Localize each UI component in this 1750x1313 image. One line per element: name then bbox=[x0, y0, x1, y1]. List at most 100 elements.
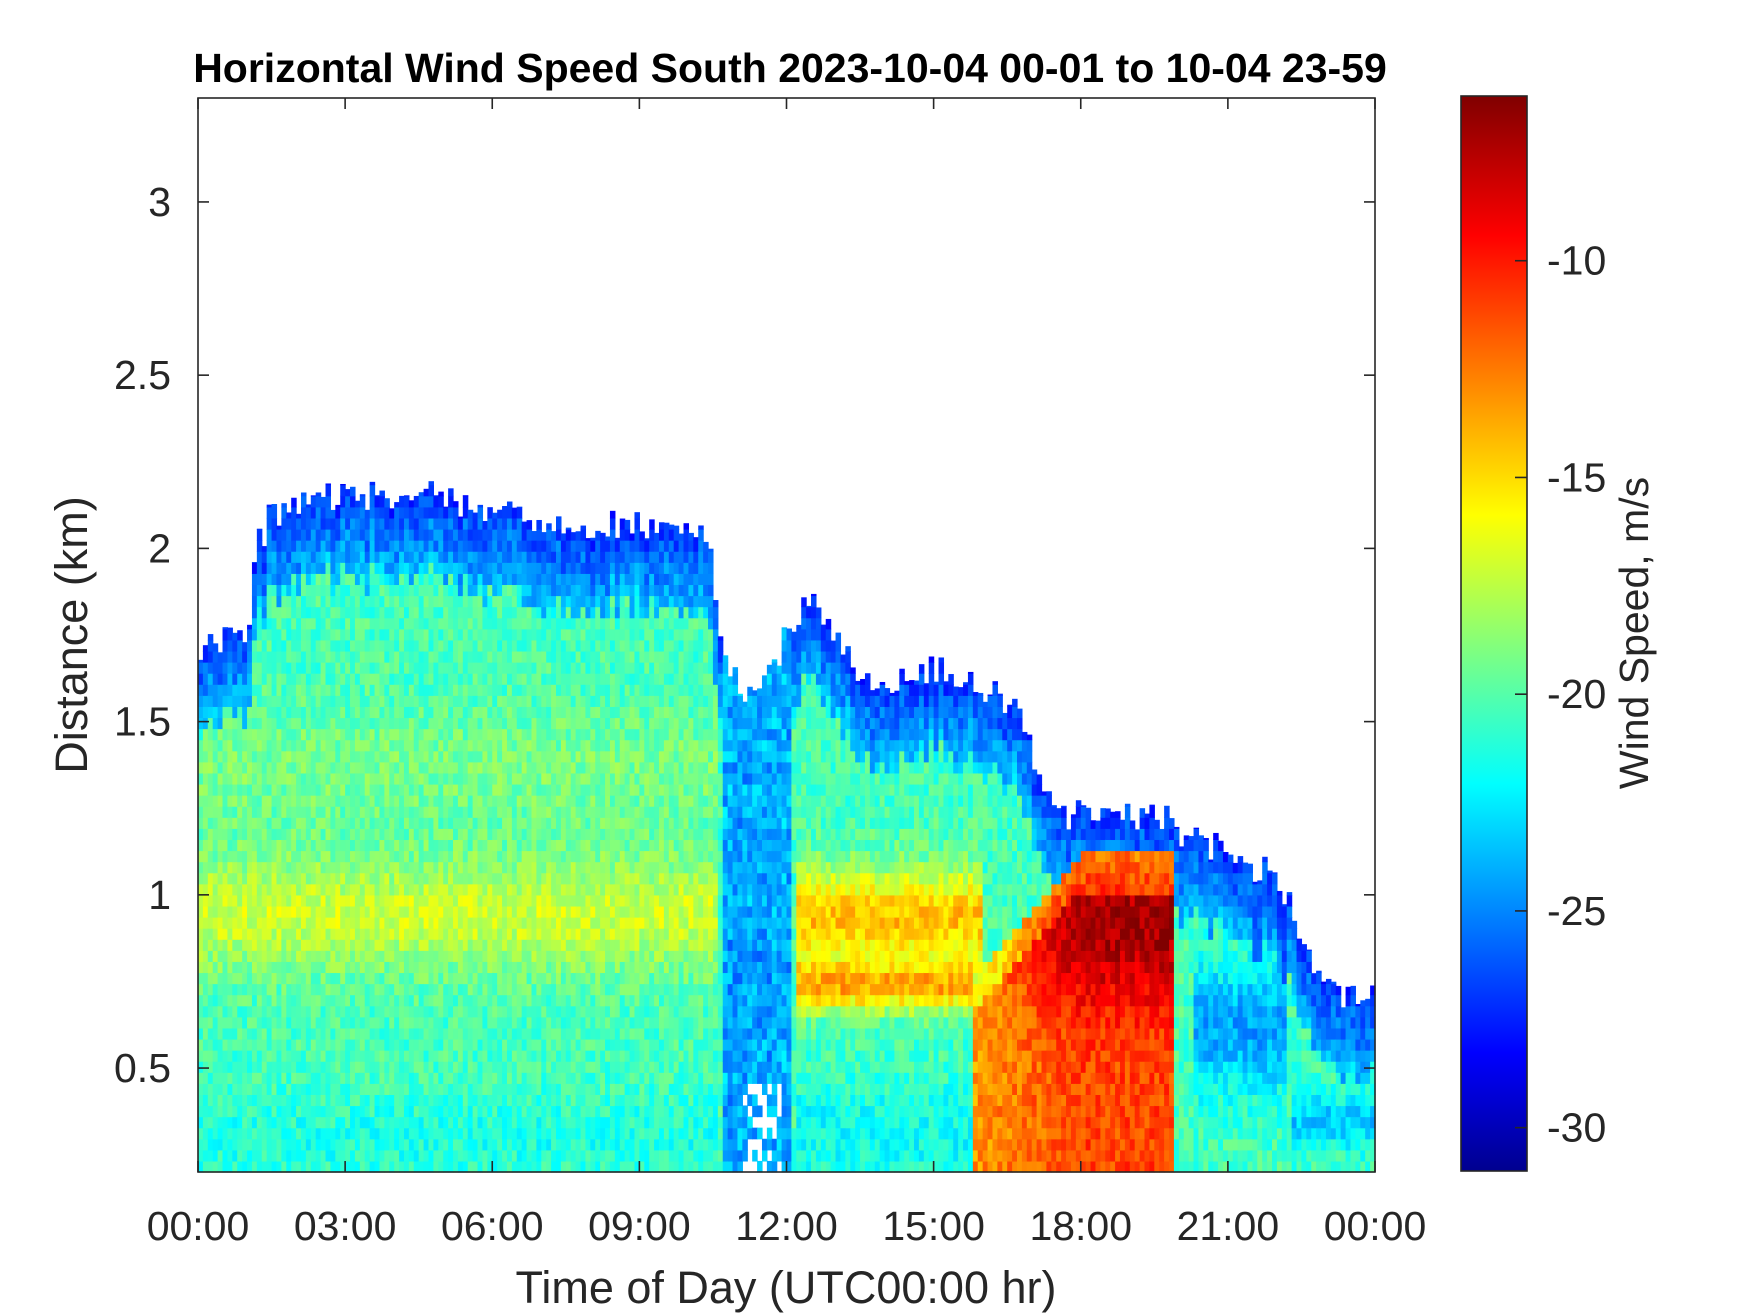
heatmap-cell bbox=[261, 673, 268, 685]
heatmap-cell bbox=[335, 828, 341, 841]
heatmap-cell bbox=[389, 905, 395, 918]
heatmap-cell bbox=[487, 928, 493, 940]
heatmap-cell bbox=[570, 894, 577, 907]
heatmap-cell bbox=[609, 983, 616, 996]
heatmap-cell bbox=[281, 1038, 287, 1051]
heatmap-cell bbox=[340, 828, 346, 841]
heatmap-cell bbox=[212, 750, 219, 763]
heatmap-cell bbox=[511, 595, 518, 608]
heatmap-cell bbox=[600, 706, 606, 719]
heatmap-cell bbox=[521, 861, 528, 874]
heatmap-cell bbox=[457, 617, 464, 630]
heatmap-cell bbox=[462, 839, 469, 852]
heatmap-cell bbox=[320, 562, 327, 574]
heatmap-cell bbox=[212, 1050, 219, 1062]
heatmap-cell bbox=[384, 828, 390, 841]
heatmap-cell bbox=[487, 795, 493, 807]
heatmap-cell bbox=[580, 883, 587, 896]
heatmap-cell bbox=[296, 1072, 302, 1084]
heatmap-cell bbox=[560, 1005, 567, 1018]
heatmap-cell bbox=[227, 928, 233, 940]
heatmap-cell bbox=[595, 1116, 601, 1129]
heatmap-cell bbox=[256, 562, 263, 574]
heatmap-cell bbox=[325, 1160, 332, 1173]
heatmap-cell bbox=[276, 939, 282, 951]
heatmap-cell bbox=[457, 551, 464, 563]
heatmap-cell bbox=[389, 750, 395, 763]
heatmap-cell bbox=[590, 961, 596, 974]
heatmap-cell bbox=[477, 1116, 484, 1129]
heatmap-cell bbox=[408, 617, 415, 630]
heatmap-cell bbox=[335, 1149, 341, 1162]
heatmap-cell bbox=[565, 1027, 572, 1040]
heatmap-cell bbox=[541, 532, 547, 541]
heatmap-cell bbox=[428, 961, 434, 974]
heatmap-cell bbox=[516, 717, 523, 730]
heatmap-cell bbox=[546, 1050, 552, 1062]
heatmap-cell bbox=[575, 1138, 582, 1151]
heatmap-cell bbox=[296, 1138, 302, 1151]
heatmap-cell bbox=[364, 1061, 371, 1073]
heatmap-cell bbox=[467, 540, 474, 552]
heatmap-cell bbox=[335, 939, 341, 951]
heatmap-cell bbox=[536, 983, 542, 996]
heatmap-cell bbox=[570, 806, 577, 818]
heatmap-cell bbox=[609, 673, 616, 685]
heatmap-cell bbox=[369, 617, 376, 630]
heatmap-cell bbox=[443, 850, 449, 863]
heatmap-cell bbox=[565, 1050, 572, 1062]
heatmap-cell bbox=[359, 1072, 366, 1084]
heatmap-cell bbox=[330, 628, 336, 641]
heatmap-cell bbox=[560, 872, 567, 885]
heatmap-cell bbox=[207, 950, 214, 962]
heatmap-cell bbox=[261, 695, 268, 707]
heatmap-cell bbox=[448, 972, 454, 985]
heatmap-cell bbox=[546, 928, 552, 940]
heatmap-cell bbox=[222, 1105, 229, 1118]
heatmap-cell bbox=[271, 972, 278, 985]
heatmap-cell bbox=[389, 850, 395, 863]
heatmap-cell bbox=[217, 972, 224, 985]
heatmap-cell bbox=[281, 717, 287, 730]
heatmap-cell bbox=[506, 750, 513, 763]
heatmap-cell bbox=[413, 540, 420, 552]
heatmap-cell bbox=[340, 739, 346, 752]
heatmap-cell bbox=[472, 1160, 479, 1173]
heatmap-cell bbox=[477, 1138, 484, 1151]
heatmap-cell bbox=[600, 1116, 606, 1129]
heatmap-cell bbox=[198, 928, 204, 940]
heatmap-cell bbox=[310, 1050, 317, 1062]
heatmap-cell bbox=[227, 695, 233, 707]
heatmap-cell bbox=[345, 551, 351, 563]
heatmap-cell bbox=[570, 1094, 577, 1107]
heatmap-cell bbox=[457, 562, 464, 574]
heatmap-cell bbox=[359, 806, 366, 818]
heatmap-cell bbox=[271, 795, 278, 807]
heatmap-cell bbox=[403, 528, 410, 541]
heatmap-cell bbox=[492, 861, 498, 874]
heatmap-cell bbox=[413, 1072, 420, 1084]
heatmap-cell bbox=[433, 828, 439, 841]
heatmap-cell bbox=[325, 728, 332, 741]
heatmap-cell bbox=[511, 1149, 518, 1162]
heatmap-cell bbox=[453, 528, 459, 541]
heatmap-cell bbox=[462, 673, 469, 685]
heatmap-cell bbox=[227, 628, 233, 641]
heatmap-cell bbox=[207, 1116, 214, 1129]
heatmap-cell bbox=[212, 972, 219, 985]
heatmap-cell bbox=[477, 739, 484, 752]
heatmap-cell bbox=[560, 839, 567, 852]
heatmap-cell bbox=[394, 695, 400, 707]
heatmap-cell bbox=[472, 1072, 479, 1084]
heatmap-cell bbox=[403, 972, 410, 985]
heatmap-cell bbox=[359, 639, 366, 652]
heatmap-cell bbox=[256, 1005, 263, 1018]
heatmap-cell bbox=[443, 739, 449, 752]
heatmap-cell bbox=[560, 1149, 567, 1162]
heatmap-cell bbox=[300, 795, 307, 807]
heatmap-cell bbox=[222, 1016, 229, 1029]
heatmap-cell bbox=[227, 828, 233, 841]
heatmap-cell bbox=[227, 1061, 233, 1073]
heatmap-cell bbox=[418, 617, 425, 630]
heatmap-cell bbox=[546, 628, 552, 641]
